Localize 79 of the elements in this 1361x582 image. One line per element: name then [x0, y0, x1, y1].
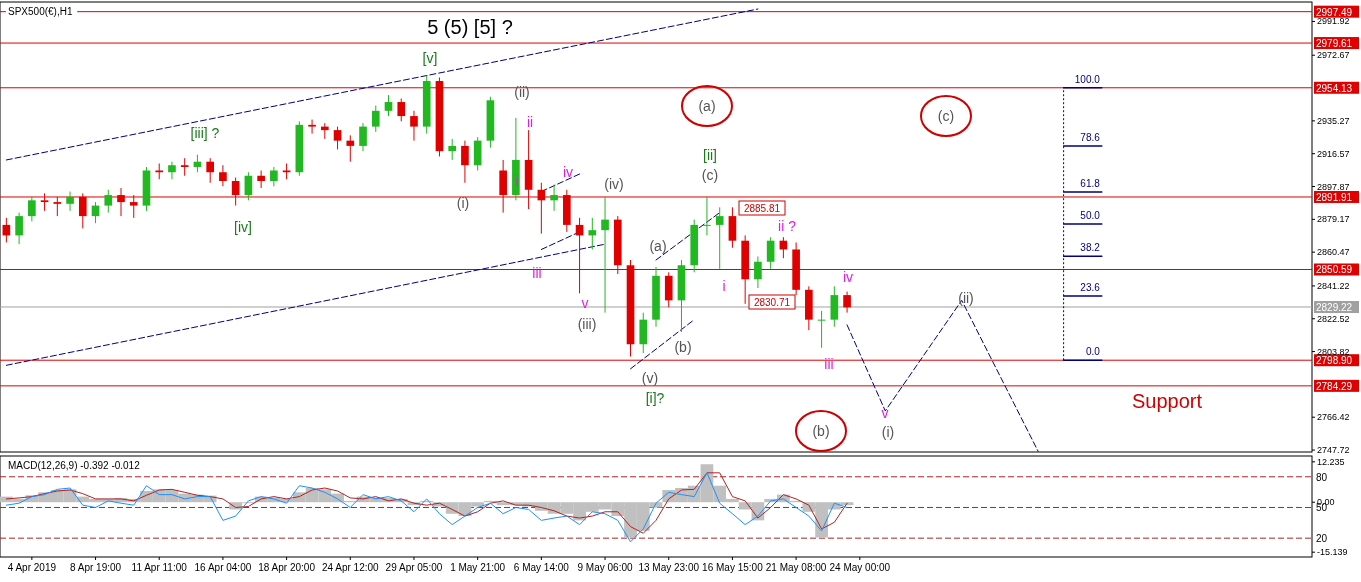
- y-tick-label: 2766.42: [1317, 412, 1350, 423]
- x-tick-label: 13 May 23:00: [638, 562, 700, 573]
- ref-line-label: 2850.59: [1316, 264, 1353, 276]
- annotation: (a): [698, 97, 716, 114]
- annotation: Support: [1131, 390, 1203, 412]
- ref-line-label: 2979.61: [1316, 38, 1353, 50]
- annotation: (iv): [604, 175, 624, 192]
- y-tick-label: 2916.57: [1317, 148, 1350, 159]
- annotation: iv: [562, 163, 574, 180]
- annotation: 2830.71: [753, 297, 791, 308]
- annotation: [i]?: [645, 389, 665, 406]
- ref-line-label: 20: [1316, 533, 1328, 545]
- y-tick-label: 2747.72: [1317, 445, 1350, 456]
- y-tick-label: 2972.67: [1317, 50, 1350, 61]
- annotation: i: [515, 172, 519, 189]
- chart-title: SPX500(€),H1: [8, 6, 73, 17]
- annotation: [ii]: [703, 146, 717, 163]
- y-tick-label: -15.139: [1317, 547, 1348, 558]
- series-label: 50.0: [1080, 210, 1101, 222]
- ref-line-label: 2829.22: [1316, 302, 1353, 313]
- annotation: (c): [937, 107, 955, 124]
- annotation: (i): [881, 423, 895, 440]
- x-tick-label: 24 Apr 12:00: [321, 562, 380, 573]
- x-tick-label: 6 May 14:00: [513, 562, 570, 573]
- annotation: 2885.81: [743, 203, 781, 214]
- y-tick-label: 12.235: [1317, 456, 1345, 467]
- x-tick-label: 21 May 08:00: [765, 562, 827, 573]
- series-label: 61.8: [1080, 177, 1101, 189]
- x-tick-label: 4 Apr 2019: [7, 562, 57, 573]
- series-label: 23.6: [1080, 281, 1101, 293]
- annotation: (iii): [577, 315, 597, 332]
- annotation: (a): [649, 237, 667, 254]
- annotation: ii: [526, 113, 534, 130]
- annotation: (i): [456, 194, 470, 211]
- series-label: 38.2: [1080, 242, 1101, 254]
- annotation: (v): [641, 369, 659, 386]
- x-tick-label: 9 May 06:00: [577, 562, 633, 573]
- x-tick-label: 1 May 21:00: [450, 562, 506, 573]
- annotation: [v]: [422, 49, 438, 66]
- x-tick-label: 29 Apr 05:00: [385, 562, 443, 573]
- x-tick-label: 11 Apr 11:00: [131, 562, 188, 573]
- y-tick-label: 2860.47: [1317, 247, 1350, 258]
- ref-line-label: 2997.49: [1316, 6, 1353, 18]
- x-tick-label: 24 May 00:00: [829, 562, 891, 573]
- ref-line-label: 80: [1316, 471, 1328, 483]
- ref-line-label: 2954.13: [1316, 82, 1353, 94]
- y-tick-label: 2897.87: [1317, 181, 1350, 192]
- annotation: [iii] ?: [190, 124, 220, 141]
- annotation: iii: [532, 264, 542, 281]
- ref-line-label: 2784.29: [1316, 380, 1353, 392]
- series-label: 100.0: [1074, 73, 1101, 85]
- series-label: 78.6: [1080, 132, 1101, 144]
- y-tick-label: 2822.52: [1317, 313, 1350, 324]
- x-tick-label: 16 Apr 04:00: [194, 562, 252, 573]
- x-tick-label: 8 Apr 19:00: [69, 562, 122, 573]
- annotation: (b): [812, 422, 830, 439]
- annotation: (b): [674, 338, 692, 355]
- annotation: (ii): [514, 83, 530, 100]
- annotation: 5 (5) [5] ?: [427, 16, 513, 38]
- annotation: v: [581, 294, 589, 311]
- annotation: ii ?: [778, 217, 797, 234]
- annotation: [iv]: [234, 218, 252, 235]
- annotation: (ii): [958, 289, 974, 306]
- x-tick-label: 16 May 15:00: [702, 562, 764, 573]
- series-label: 0.0: [1085, 346, 1101, 358]
- y-tick-label: 2991.92: [1317, 16, 1350, 27]
- chart-title: MACD(12,26,9) -0.392 -0.012: [8, 460, 141, 471]
- annotation: i: [722, 277, 726, 294]
- ref-line-label: 2891.91: [1316, 191, 1353, 203]
- y-tick-label: 2841.22: [1317, 280, 1350, 291]
- y-tick-label: 2879.17: [1317, 214, 1350, 225]
- x-tick-label: 18 Apr 20:00: [258, 562, 316, 573]
- annotation: iii: [824, 355, 834, 372]
- ref-line-label: 2798.90: [1316, 355, 1353, 367]
- y-tick-label: 2803.82: [1317, 346, 1350, 357]
- annotation: v: [881, 404, 889, 421]
- annotation: (c): [701, 166, 719, 183]
- y-tick-label: 2935.27: [1317, 115, 1350, 126]
- annotation: iv: [842, 268, 854, 285]
